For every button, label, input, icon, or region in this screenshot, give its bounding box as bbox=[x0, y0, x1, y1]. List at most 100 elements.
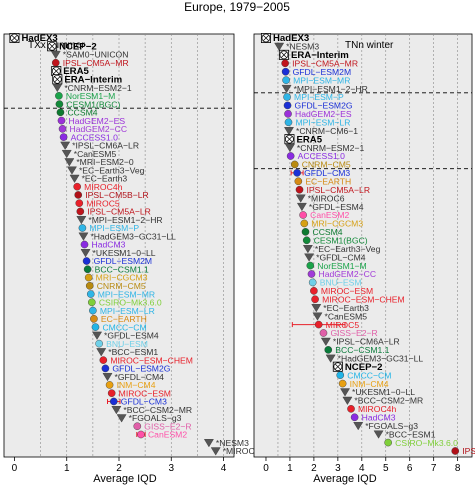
marker-circle bbox=[282, 76, 290, 84]
marker-circle bbox=[283, 101, 292, 110]
model-label: IPSL−CM5B−LR bbox=[85, 190, 149, 200]
model-label: HadGEM2−ES bbox=[295, 109, 352, 119]
marker-circle bbox=[82, 257, 91, 265]
right-separator bbox=[254, 92, 472, 170]
model-label: IPSL−CM5B−LR bbox=[462, 446, 475, 456]
model-label: *IPSL−CM6A−LR bbox=[72, 141, 139, 151]
right-gridlines bbox=[277, 34, 458, 457]
marker-circle bbox=[311, 295, 319, 304]
marker-triangle bbox=[210, 447, 221, 456]
model-label: *CNRM−CM6−1 bbox=[296, 126, 358, 136]
marker-circle bbox=[74, 191, 83, 199]
model-label: GFDL−ESM2M bbox=[293, 67, 352, 77]
marker-triangle bbox=[281, 84, 292, 94]
model-label: *HadGEM3−GC31−LL bbox=[338, 353, 424, 363]
marker-circle bbox=[55, 100, 64, 108]
marker-triangle bbox=[284, 143, 295, 153]
marker-triangle bbox=[52, 83, 63, 93]
marker-triangle bbox=[92, 331, 103, 340]
marker-triangle bbox=[340, 388, 350, 397]
marker-circle bbox=[299, 211, 307, 219]
marker-triangle bbox=[69, 174, 80, 183]
marker-reference bbox=[51, 66, 62, 77]
marker-reference bbox=[332, 361, 343, 372]
model-label: CMCC−CM bbox=[347, 370, 391, 380]
model-label: NCEP−2 bbox=[59, 41, 97, 52]
model-label: GISS−E2−R bbox=[144, 421, 191, 431]
figure-title: Europe, 1979−2005 bbox=[184, 0, 290, 14]
model-label: GFDL−ESM2G bbox=[295, 101, 353, 111]
model-label: *MPI−ESM1−2−HR bbox=[294, 84, 368, 94]
marker-triangle bbox=[295, 194, 306, 203]
marker-triangle bbox=[76, 216, 87, 225]
model-label: BNU−ESM bbox=[106, 339, 148, 349]
x-tick-label: 2 bbox=[311, 463, 317, 474]
left-panel: TXx summer HadEX3NCEP−2*SAM0−UNICONIPSL−… bbox=[3, 33, 260, 485]
left-x-ticks: 0 1 2 3 4 bbox=[12, 457, 227, 474]
model-label: BCC−CSM1.1 bbox=[95, 264, 149, 274]
model-label: MIROC4h bbox=[358, 404, 396, 414]
marker-circle bbox=[90, 315, 98, 323]
model-label: HadCM3 bbox=[92, 240, 126, 250]
marker-circle bbox=[347, 405, 355, 413]
marker-triangle bbox=[78, 232, 89, 241]
x-tick-label: 8 bbox=[455, 463, 461, 474]
model-label: INM−CM4 bbox=[350, 379, 389, 389]
model-label: *MIROC6 bbox=[308, 193, 345, 203]
model-label: *GFDL−ESM4 bbox=[309, 202, 364, 212]
marker-triangle bbox=[304, 253, 315, 262]
model-label: CCSM4 bbox=[313, 227, 343, 237]
model-label: NorESM1−M bbox=[66, 91, 115, 101]
model-label: *GFDL−CM4 bbox=[316, 252, 366, 262]
model-label: IPSL−CM5A−LR bbox=[87, 207, 151, 217]
model-label: *BCC−ESM1 bbox=[386, 429, 436, 439]
model-label: CanESM2 bbox=[310, 210, 349, 220]
right-panel: TNn winter HadEX3*NESM3ERA−InterimIPSL−C… bbox=[253, 33, 475, 485]
marker-circle bbox=[290, 160, 299, 169]
marker-triangle bbox=[66, 166, 77, 175]
model-label: EC−EARTH bbox=[305, 176, 351, 186]
left-model-labels: HadEX3NCEP−2*SAM0−UNICONIPSL−CM5A−MRERA5… bbox=[21, 33, 259, 456]
model-label: MIROC−ESM bbox=[321, 286, 373, 296]
marker-circle bbox=[84, 273, 93, 282]
marker-circle bbox=[300, 219, 309, 228]
model-label: *BCC−CSM2−MR bbox=[354, 396, 423, 406]
marker-circle bbox=[73, 182, 81, 191]
marker-circle bbox=[76, 207, 85, 216]
x-tick-label: 2 bbox=[116, 463, 122, 474]
marker-triangle bbox=[284, 127, 294, 136]
left-gridlines bbox=[40, 34, 224, 457]
marker-circle bbox=[105, 381, 114, 389]
right-model-labels: HadEX3*NESM3ERA−InterimIPSL−CM5A−MRGFDL−… bbox=[273, 33, 475, 456]
marker-triangle bbox=[64, 158, 75, 167]
model-label: CSIRO−Mk3.6.0 bbox=[395, 438, 458, 448]
model-label: *CNRM−ESM2−1 bbox=[64, 83, 132, 93]
model-label: MIROC4h bbox=[84, 182, 122, 192]
model-label: CNRM−CM5 bbox=[97, 281, 146, 291]
x-tick-label: 6 bbox=[407, 463, 413, 474]
marker-circle bbox=[89, 306, 97, 315]
marker-triangle bbox=[96, 348, 107, 357]
model-label: *EC−Earth3 bbox=[323, 303, 369, 313]
right-x-ticks: 0 1 2 3 4 5 6 7 8 bbox=[263, 457, 461, 474]
model-label: GISS−E2−R bbox=[330, 328, 377, 338]
model-label: HadEX3 bbox=[273, 33, 309, 44]
marker-circle bbox=[314, 320, 323, 329]
right-panel-title: TNn winter bbox=[345, 40, 394, 51]
model-label: MIROC−ESM bbox=[119, 388, 171, 398]
marker-circle bbox=[59, 133, 68, 141]
marker-circle bbox=[51, 58, 60, 67]
marker-triangle bbox=[373, 430, 384, 439]
marker-reference bbox=[260, 33, 271, 44]
marker-circle bbox=[83, 265, 92, 274]
model-label: CESM1(BGC) bbox=[314, 235, 368, 245]
marker-circle bbox=[85, 281, 94, 290]
model-label: NCEP−2 bbox=[345, 362, 383, 373]
marker-circle bbox=[293, 169, 301, 177]
model-label: ERA5 bbox=[296, 134, 322, 145]
model-label: ERA−Interim bbox=[64, 75, 122, 86]
marker-circle bbox=[101, 364, 110, 373]
marker-circle bbox=[91, 323, 100, 331]
marker-triangle bbox=[325, 354, 336, 363]
